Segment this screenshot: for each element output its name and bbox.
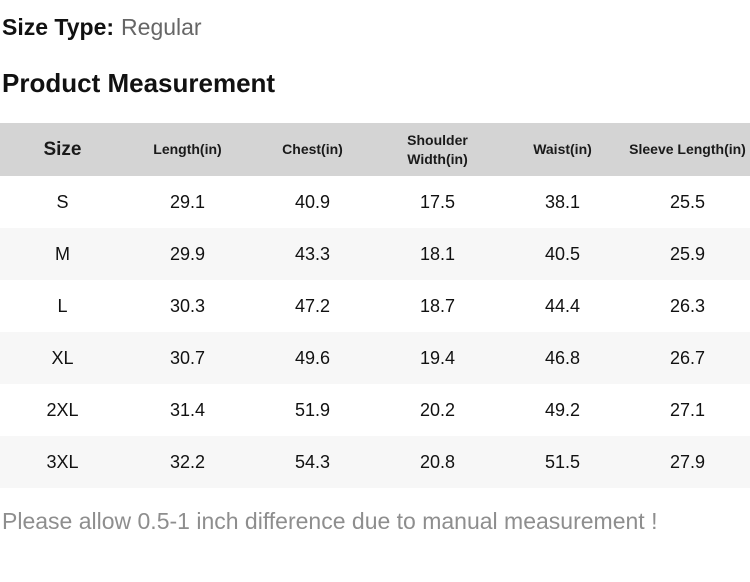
table-row-2xl: 2XL 31.4 51.9 20.2 49.2 27.1	[0, 384, 750, 436]
header-cell-sleeve-length: Sleeve Length(in)	[629, 141, 746, 157]
shoulder-width-cell: 17.5	[419, 191, 456, 212]
size-chart-body: S 29.1 40.9 17.5 38.1 25.5 M 29.9 43.3 1…	[0, 176, 750, 488]
size-cell: L	[57, 295, 68, 316]
size-chart-header: Size Length(in) Chest(in) Shoulder Width…	[0, 123, 750, 176]
header-cell-length: Length(in)	[153, 141, 222, 157]
header-cell-chest: Chest(in)	[282, 141, 343, 157]
table-header-row: Size Length(in) Chest(in) Shoulder Width…	[0, 123, 750, 176]
shoulder-width-cell: 20.2	[419, 399, 456, 420]
length-cell: 30.3	[169, 295, 206, 316]
length-cell: 32.2	[169, 451, 206, 472]
sleeve-length-cell: 27.1	[669, 399, 706, 420]
length-cell: 29.9	[169, 243, 206, 264]
chest-cell: 40.9	[294, 191, 331, 212]
table-row-l: L 30.3 47.2 18.7 44.4 26.3	[0, 280, 750, 332]
length-cell: 30.7	[169, 347, 206, 368]
chest-cell: 43.3	[294, 243, 331, 264]
size-chart-table: Size Length(in) Chest(in) Shoulder Width…	[0, 123, 750, 488]
chest-cell: 47.2	[294, 295, 331, 316]
size-type-label: Size Type:	[2, 14, 115, 40]
section-title: Product Measurement	[2, 68, 276, 98]
waist-cell: 46.8	[544, 347, 581, 368]
shoulder-width-cell: 20.8	[419, 451, 456, 472]
waist-cell: 44.4	[544, 295, 581, 316]
size-cell: M	[55, 243, 70, 264]
size-cell: 2XL	[46, 399, 79, 420]
size-cell: XL	[51, 347, 74, 368]
waist-cell: 40.5	[544, 243, 581, 264]
chest-cell: 51.9	[294, 399, 331, 420]
measurement-disclaimer: Please allow 0.5-1 inch difference due t…	[2, 508, 658, 534]
sleeve-length-cell: 25.5	[669, 191, 706, 212]
table-row-s: S 29.1 40.9 17.5 38.1 25.5	[0, 176, 750, 228]
shoulder-width-cell: 18.1	[419, 243, 456, 264]
waist-cell: 49.2	[544, 399, 581, 420]
table-row-3xl: 3XL 32.2 54.3 20.8 51.5 27.9	[0, 436, 750, 488]
size-cell: S	[56, 191, 69, 212]
shoulder-width-cell: 18.7	[419, 295, 456, 316]
sleeve-length-cell: 25.9	[669, 243, 706, 264]
sleeve-length-cell: 27.9	[669, 451, 706, 472]
table-row-m: M 29.9 43.3 18.1 40.5 25.9	[0, 228, 750, 280]
waist-cell: 38.1	[544, 191, 581, 212]
length-cell: 29.1	[169, 191, 206, 212]
header-cell-waist: Waist(in)	[533, 141, 592, 157]
header-cell-shoulder-width: Shoulder Width(in)	[407, 131, 468, 167]
waist-cell: 51.5	[544, 451, 581, 472]
header-cell-size: Size	[43, 139, 82, 160]
shoulder-width-cell: 19.4	[419, 347, 456, 368]
sleeve-length-cell: 26.7	[669, 347, 706, 368]
sleeve-length-cell: 26.3	[669, 295, 706, 316]
table-row-xl: XL 30.7 49.6 19.4 46.8 26.7	[0, 332, 750, 384]
size-cell: 3XL	[46, 451, 79, 472]
length-cell: 31.4	[169, 399, 206, 420]
chest-cell: 49.6	[294, 347, 331, 368]
size-type-line: Size Type: Regular	[0, 0, 750, 41]
size-type-value: Regular	[121, 14, 202, 40]
chest-cell: 54.3	[294, 451, 331, 472]
